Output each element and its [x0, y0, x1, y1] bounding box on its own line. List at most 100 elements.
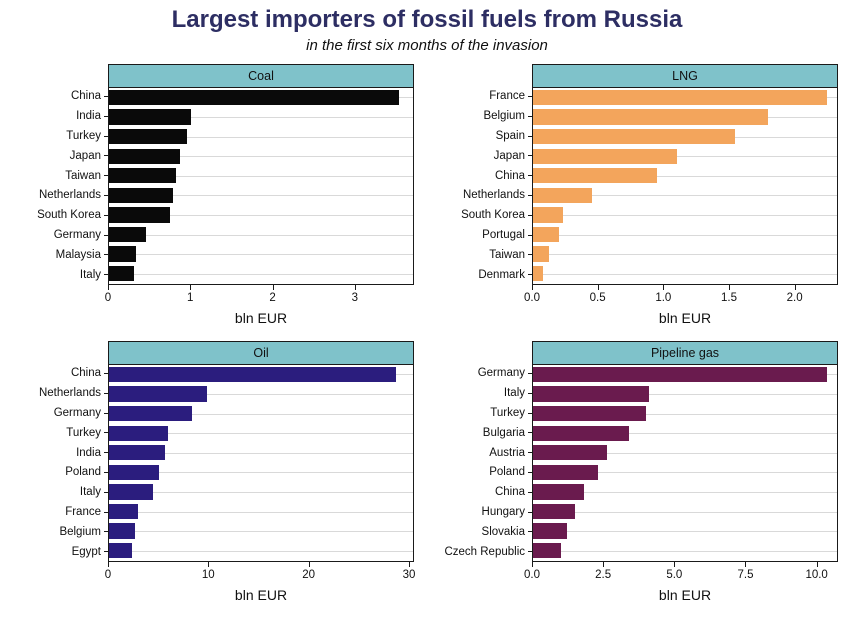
bar — [109, 405, 192, 422]
bar — [109, 366, 397, 383]
facet-strip: LNG — [532, 63, 838, 87]
y-axis-label: China — [16, 87, 108, 107]
bar — [533, 503, 576, 520]
bar-row — [533, 463, 837, 483]
spacer — [440, 285, 532, 309]
bar — [533, 226, 560, 243]
y-axis-label: Hungary — [440, 502, 532, 522]
y-axis-label: Turkey — [16, 126, 108, 146]
plot-area — [108, 363, 414, 562]
gridline — [109, 472, 413, 474]
spacer — [16, 586, 108, 606]
gridline — [533, 550, 837, 552]
bar — [533, 207, 563, 223]
y-axis-label: Bulgaria — [440, 423, 532, 443]
x-tick-mark — [532, 284, 533, 290]
y-axis-label: South Korea — [16, 205, 108, 225]
gridline — [109, 136, 413, 138]
bar — [533, 266, 544, 282]
x-tick-label: 7.5 — [737, 568, 754, 581]
bar — [109, 523, 135, 539]
bar-row — [109, 541, 413, 561]
bar-row — [533, 146, 837, 166]
bar-row — [109, 264, 413, 284]
bar-row — [533, 264, 837, 284]
y-axis-label: Czech Republic — [440, 542, 532, 562]
y-axis-label: Malaysia — [16, 245, 108, 265]
bar-row — [533, 482, 837, 502]
bar-row — [533, 225, 837, 245]
bar-row — [109, 225, 413, 245]
x-tick-mark — [663, 284, 665, 290]
facet-strip: Oil — [108, 340, 414, 364]
plot-area — [532, 363, 838, 562]
y-axis-labels: Germany Italy Turkey Bulgaria Austria Poland C… — [440, 364, 532, 562]
y-axis-label: Denmark — [440, 265, 532, 285]
bar-row — [533, 404, 837, 424]
x-tick-mark — [794, 284, 796, 290]
spacer — [440, 64, 532, 87]
gridline — [109, 511, 413, 513]
bar-row — [533, 127, 837, 147]
gridline — [533, 472, 837, 474]
x-axis-ticks: 0.0 2.5 5.0 7.5 10.0 — [524, 561, 838, 586]
bar — [109, 109, 191, 125]
x-tick-mark — [745, 561, 747, 567]
x-tick-label: 1.0 — [655, 291, 672, 304]
x-tick-mark — [208, 561, 210, 567]
panel-coal: Coal China India Turkey Japan Taiwan Netherla… — [16, 63, 414, 329]
gridline — [109, 156, 413, 158]
panel-oil: Oil China Netherlands Germany Turkey India Po… — [16, 340, 416, 606]
bar-row — [109, 244, 413, 264]
gridline — [109, 491, 413, 493]
x-tick-mark — [728, 284, 730, 290]
x-tick-label: 0.5 — [589, 291, 606, 304]
y-axis-label: Turkey — [440, 403, 532, 423]
bar — [533, 464, 599, 480]
gridline — [533, 452, 837, 454]
bar-row — [109, 463, 413, 483]
x-tick-label: 2.5 — [595, 568, 612, 581]
y-axis-label: Germany — [16, 403, 108, 423]
gridline — [533, 234, 837, 236]
gridline — [109, 433, 413, 435]
x-tick-mark — [190, 284, 192, 290]
y-axis-label: Netherlands — [16, 383, 108, 403]
x-tick-label: 0.0 — [524, 568, 540, 581]
bar — [109, 266, 134, 282]
gridline — [533, 214, 837, 216]
bar — [109, 484, 153, 500]
gridline — [533, 195, 837, 197]
spacer — [16, 285, 108, 309]
bar — [533, 187, 592, 203]
x-tick-mark — [532, 561, 533, 567]
x-tick-label: 30 — [402, 568, 416, 581]
x-tick-mark — [603, 561, 605, 567]
facet-grid: Coal China India Turkey Japan Taiwan Netherla… — [10, 63, 844, 606]
bar-row — [533, 384, 837, 404]
y-axis-label: Italy — [16, 265, 108, 285]
x-tick-label: 2.0 — [786, 291, 803, 304]
y-axis-label: Belgium — [16, 522, 108, 542]
bar-row — [109, 521, 413, 541]
gridline — [533, 491, 837, 493]
gridline — [109, 413, 413, 415]
gridline — [533, 531, 837, 533]
spacer — [440, 586, 532, 606]
gridline — [109, 214, 413, 216]
x-tick-mark — [674, 561, 676, 567]
bar-row — [109, 146, 413, 166]
bar-row — [533, 521, 837, 541]
y-axis-label: Japan — [16, 146, 108, 166]
y-axis-label: France — [440, 87, 532, 107]
x-axis-ticks: 0.0 0.5 1.0 1.5 2.0 — [524, 284, 838, 309]
y-axis-label: Germany — [16, 225, 108, 245]
y-axis-label: Germany — [440, 364, 532, 384]
bar — [533, 168, 657, 184]
y-axis-label: Spain — [440, 126, 532, 146]
bar — [533, 543, 562, 559]
bar — [109, 168, 176, 184]
y-axis-label: China — [440, 166, 532, 186]
bar-row — [109, 127, 413, 147]
